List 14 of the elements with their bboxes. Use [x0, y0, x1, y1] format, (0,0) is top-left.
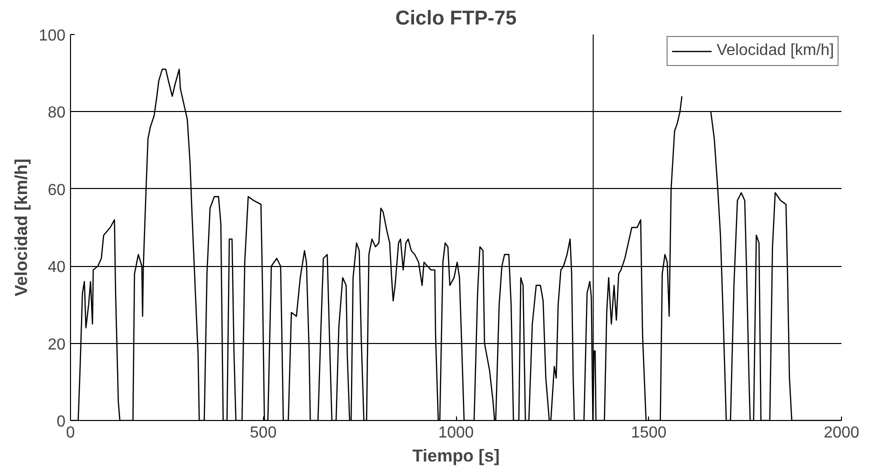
x-axis-title: Tiempo [s] — [412, 446, 500, 466]
y-tick-label: 0 — [56, 414, 66, 430]
x-tick-label: 2000 — [824, 424, 860, 442]
y-axis-title: Velocidad [km/h] — [10, 158, 31, 296]
y-tick-label: 100 — [38, 28, 66, 44]
y-tick-label: 20 — [48, 336, 66, 354]
chart-title: Ciclo FTP-75 — [395, 8, 517, 30]
x-tick-label: 1000 — [438, 424, 474, 442]
x-tick-label: 1500 — [630, 424, 667, 442]
y-tick-label: 60 — [48, 182, 66, 199]
y-tick-label: 40 — [48, 259, 66, 276]
y-tick-label: 80 — [48, 104, 66, 122]
legend-label: Velocidad [km/h] — [716, 42, 834, 60]
x-tick-label: 500 — [250, 424, 277, 442]
